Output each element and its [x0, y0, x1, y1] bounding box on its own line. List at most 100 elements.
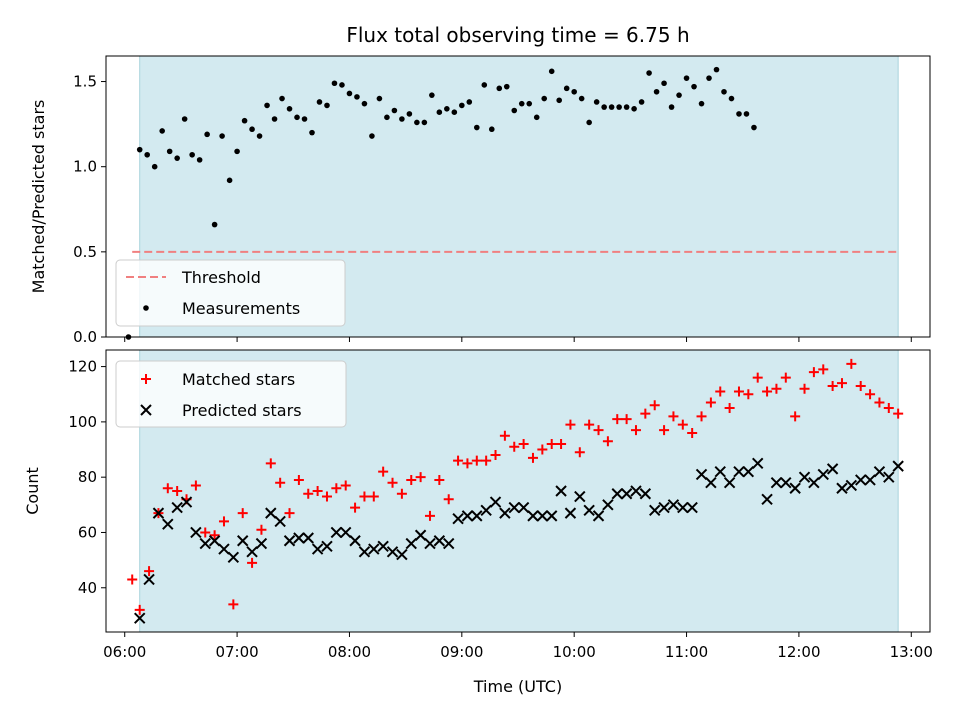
matched-star-point [724, 403, 735, 414]
measurement-point [301, 116, 308, 122]
measurement-point [578, 95, 585, 102]
predicted-star-point [321, 540, 333, 553]
measurement-point [256, 133, 263, 139]
predicted-star-point [817, 468, 829, 481]
matched-star-point [687, 427, 698, 438]
matched-star-point [527, 452, 538, 463]
matched-star-point [462, 458, 473, 469]
matched-star-point [256, 524, 267, 535]
predicted-star-point [517, 501, 530, 514]
matched-star-point [275, 477, 286, 488]
matched-star-point [621, 414, 632, 425]
predicted-star-point [836, 482, 848, 494]
bottom-panel: 40 60 80 100 120 06:00 07:00 08:00 09:00 10:00 11… [23, 349, 933, 696]
matched-star-point [312, 486, 323, 496]
predicted-star-point [845, 479, 858, 492]
measurement-point [563, 85, 570, 92]
x-tick-label: 08:00 [328, 643, 371, 661]
predicted-star-point [143, 573, 155, 586]
measurement-point [354, 94, 360, 100]
legend-predicted-label: Predicted stars [182, 401, 302, 420]
matched-star-point [387, 477, 398, 488]
predicted-star-point [283, 535, 296, 547]
predicted-star-point [377, 540, 389, 553]
measurement-point [736, 111, 742, 117]
measurement-point [174, 155, 180, 161]
matched-star-point [715, 386, 726, 397]
measurement-point [526, 100, 533, 107]
matched-star-point [518, 439, 529, 449]
predicted-star-point [368, 543, 380, 555]
legend-matched-label: Matched stars [182, 370, 295, 389]
measurement-point [406, 111, 413, 117]
predicted-star-point [855, 474, 867, 486]
matched-star-point [284, 508, 295, 519]
matched-star-point [790, 411, 801, 422]
matched-star-point [247, 557, 258, 568]
matched-star-point [499, 430, 510, 441]
y-tick-label: 0.5 [73, 243, 97, 261]
matched-star-point [453, 455, 464, 466]
predicted-star-point [527, 510, 539, 522]
legend-matched-swatch [141, 374, 151, 384]
y-tick-label: 100 [68, 413, 97, 431]
measurement-point [324, 102, 330, 109]
measurement-point [444, 105, 450, 112]
matched-star-point [162, 483, 173, 494]
top-legend-box [115, 259, 346, 327]
matched-star-point [846, 358, 857, 369]
matched-star-point [556, 439, 567, 449]
measurement-point [144, 151, 150, 158]
measurement-point [414, 119, 420, 126]
predicted-star-point [798, 471, 811, 483]
matched-star-point [640, 408, 651, 419]
predicted-star-point [714, 465, 726, 478]
top-y-axis-label: Matched/Predicted stars [29, 100, 48, 294]
measurement-point [474, 124, 480, 131]
predicted-star-point [658, 501, 670, 514]
measurement-point [691, 83, 697, 90]
matched-star-point [443, 494, 454, 505]
matched-star-point [771, 383, 782, 394]
measurement-point [556, 97, 562, 104]
matched-star-point [509, 441, 520, 452]
measurement-point [608, 104, 615, 110]
matched-star-point [434, 474, 445, 485]
predicted-star-point [386, 546, 399, 558]
measurement-point [698, 100, 705, 107]
measurement-point [136, 146, 143, 153]
predicted-star-point [883, 471, 895, 483]
predicted-star-point [630, 485, 642, 497]
predicted-star-point [555, 485, 567, 497]
measurement-point [713, 66, 720, 73]
measurement-point [533, 114, 540, 121]
measurement-point [421, 119, 428, 126]
measurement-point [683, 75, 690, 81]
predicted-star-point [574, 490, 586, 503]
y-tick-label: 1.0 [73, 158, 97, 176]
matched-star-point [705, 397, 716, 408]
predicted-star-point [536, 510, 549, 522]
predicted-star-point [340, 526, 352, 539]
measurement-point [384, 114, 390, 121]
predicted-star-point [433, 535, 446, 547]
matched-star-point [818, 364, 829, 375]
measurement-point [249, 126, 255, 133]
matched-star-point [396, 488, 407, 499]
bottom-y-ticks: 40 60 80 100 120 [68, 358, 106, 597]
matched-star-point [265, 458, 276, 469]
predicted-star-point [508, 501, 520, 514]
measurement-point [286, 105, 293, 112]
predicted-star-point [237, 535, 249, 547]
measurement-point [234, 148, 240, 155]
predicted-star-point [686, 501, 698, 514]
matched-star-point [677, 419, 688, 430]
matched-star-point [584, 419, 595, 430]
predicted-star-point [480, 504, 492, 517]
measurement-point [189, 151, 195, 158]
matched-star-point [827, 380, 838, 391]
predicted-star-point [873, 465, 886, 478]
matched-star-point [359, 491, 370, 502]
matched-star-point [406, 474, 417, 485]
predicted-star-point [358, 546, 371, 558]
